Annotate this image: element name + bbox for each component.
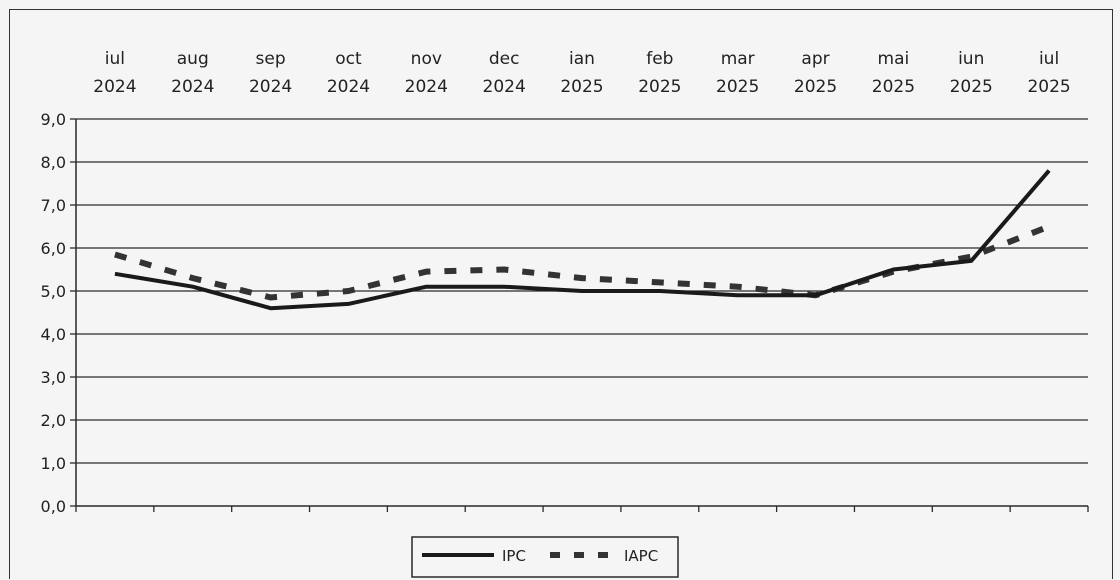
y-tick-label: 0,0 — [41, 497, 66, 516]
line-chart: 0,0 1,0 2,0 3,0 4,0 5,0 6,0 7,0 8,0 9,0 iul 2024 aug… — [41, 49, 1089, 578]
y-tick-label: 9,0 — [41, 110, 66, 129]
x-category-label-month: iul — [105, 49, 125, 69]
x-category-label-year: 2024 — [171, 77, 214, 97]
y-tick-label: 8,0 — [41, 153, 66, 172]
x-category-label-month: oct — [335, 49, 362, 69]
series-line-ipc — [114, 169, 1051, 311]
y-tick-label: 5,0 — [41, 282, 66, 301]
x-category-label-month: sep — [256, 49, 286, 69]
x-category-label-month: mar — [721, 49, 755, 69]
legend-label-iapc: IAPC — [624, 547, 658, 565]
x-category-label-year: 2024 — [93, 77, 136, 97]
legend: IPC IAPC — [422, 547, 658, 565]
x-category-label-year: 2024 — [249, 77, 292, 97]
series-line-iapc — [114, 223, 1051, 301]
gridlines — [70, 118, 1088, 507]
x-category-label-year: 2024 — [327, 77, 370, 97]
y-tick-label: 6,0 — [41, 239, 66, 258]
x-category-label-month: apr — [801, 49, 829, 69]
x-category-label-year: 2025 — [794, 77, 837, 97]
x-category-label-year: 2025 — [560, 77, 603, 97]
x-category-label-year: 2024 — [405, 77, 448, 97]
chart-frame: 0,0 1,0 2,0 3,0 4,0 5,0 6,0 7,0 8,0 9,0 iul 2024 aug… — [9, 9, 1113, 579]
x-category-label-year: 2025 — [950, 77, 993, 97]
x-category-label-month: feb — [646, 49, 673, 69]
x-category-label-year: 2024 — [483, 77, 526, 97]
x-category-label-month: iun — [958, 49, 984, 69]
y-tick-label: 4,0 — [41, 325, 66, 344]
y-tick-label: 7,0 — [41, 196, 66, 215]
legend-label-ipc: IPC — [502, 547, 526, 565]
x-category-label-month: aug — [177, 49, 209, 69]
y-tick-label: 2,0 — [41, 411, 66, 430]
y-tick-label: 1,0 — [41, 454, 66, 473]
x-category-label-month: nov — [411, 49, 442, 69]
x-category-label-month: ian — [569, 49, 595, 69]
x-category-label-month: iul — [1039, 49, 1059, 69]
x-category-label-year: 2025 — [1027, 77, 1070, 97]
x-category-label-year: 2025 — [872, 77, 915, 97]
x-category-label-month: mai — [878, 49, 910, 69]
x-category-label-month: dec — [489, 49, 520, 69]
x-category-label-year: 2025 — [716, 77, 759, 97]
x-category-label-year: 2025 — [638, 77, 681, 97]
y-tick-label: 3,0 — [41, 368, 66, 387]
